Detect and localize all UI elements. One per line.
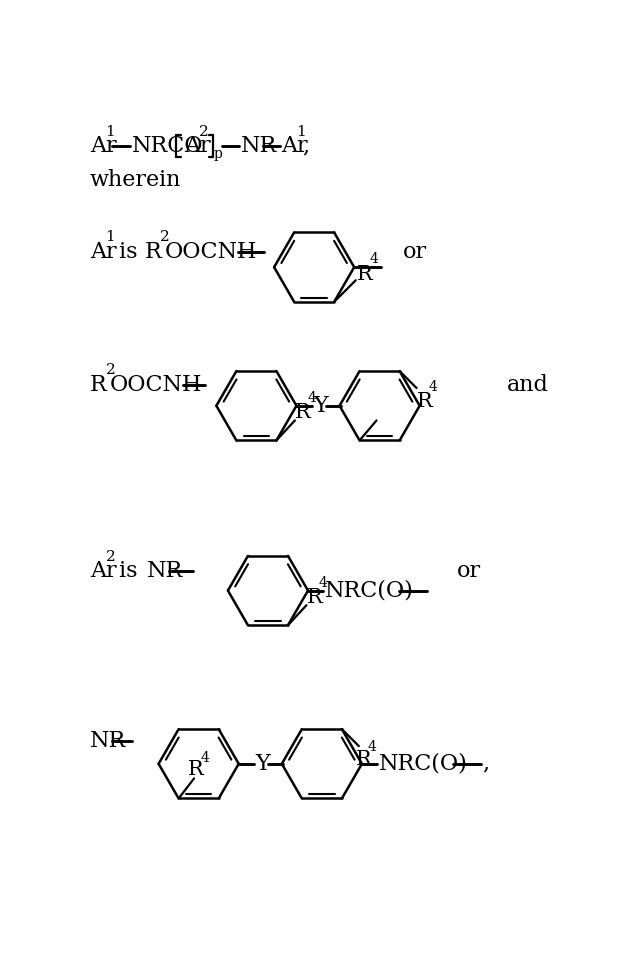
- Text: ,: ,: [482, 753, 489, 775]
- Text: NR: NR: [241, 136, 277, 157]
- Text: R: R: [356, 750, 371, 769]
- Text: 1: 1: [106, 230, 115, 244]
- Text: Ar: Ar: [281, 136, 308, 157]
- Text: R: R: [417, 392, 432, 410]
- Text: is: is: [111, 561, 137, 582]
- Text: R: R: [357, 264, 373, 284]
- Text: R: R: [90, 374, 107, 396]
- Text: Ar: Ar: [90, 136, 117, 157]
- Text: 4: 4: [369, 253, 378, 266]
- Text: Y: Y: [313, 395, 328, 416]
- Text: is: is: [111, 241, 137, 262]
- Text: NRCO: NRCO: [132, 136, 203, 157]
- Text: NRC(O): NRC(O): [379, 753, 468, 775]
- Text: R: R: [145, 241, 162, 262]
- Text: ,: ,: [303, 136, 310, 157]
- Text: 2: 2: [160, 230, 170, 244]
- Text: R: R: [307, 588, 322, 607]
- Text: Ar: Ar: [90, 561, 117, 582]
- Text: or: or: [402, 241, 427, 262]
- Text: Y: Y: [256, 753, 271, 775]
- Text: 4: 4: [368, 740, 377, 754]
- Text: OOCNH: OOCNH: [165, 241, 258, 262]
- Text: 1: 1: [106, 125, 115, 138]
- Text: wherein: wherein: [90, 169, 182, 191]
- Text: R: R: [295, 404, 310, 422]
- Text: R: R: [188, 760, 203, 779]
- Text: 4: 4: [200, 751, 209, 764]
- Text: Ar: Ar: [90, 241, 117, 262]
- Text: 2: 2: [200, 125, 209, 138]
- Text: OOCNH: OOCNH: [110, 374, 203, 396]
- Text: p: p: [214, 147, 223, 161]
- Text: 2: 2: [106, 364, 115, 377]
- Text: 4: 4: [307, 391, 316, 405]
- Text: 1: 1: [297, 125, 306, 138]
- Text: NR: NR: [90, 729, 126, 752]
- Text: Ar: Ar: [184, 136, 211, 157]
- Text: 4: 4: [429, 380, 438, 394]
- Text: and: and: [507, 374, 549, 396]
- Text: or: or: [457, 561, 481, 582]
- Text: NRC(O): NRC(O): [325, 579, 414, 602]
- Text: 4: 4: [318, 576, 328, 590]
- Text: 2: 2: [106, 550, 115, 564]
- Text: NR: NR: [147, 561, 183, 582]
